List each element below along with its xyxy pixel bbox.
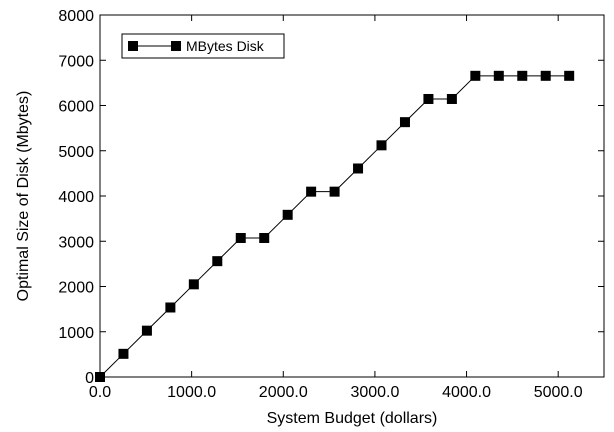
x-axis-label: System Budget (dollars) (267, 410, 438, 427)
data-point-marker (95, 372, 105, 382)
data-point-marker (399, 117, 410, 128)
series-line (99, 75, 570, 378)
y-tick-label: 1000 (58, 325, 94, 342)
data-point-marker (259, 232, 270, 243)
data-point-marker (423, 93, 434, 104)
series-layer (95, 70, 575, 382)
y-axis-label: Optimal Size of Disk (Mbytes) (15, 91, 32, 302)
data-point-marker (540, 70, 551, 81)
legend: MBytes Disk (121, 33, 285, 59)
data-point-marker (212, 256, 223, 267)
legend-marker-left (128, 41, 138, 51)
y-tick-label: 3000 (58, 234, 94, 251)
data-point-marker (564, 70, 575, 81)
plot-frame (99, 14, 605, 378)
data-point-marker (376, 140, 387, 151)
data-point-marker (306, 186, 317, 197)
axis-ticks: 0.0 1000.0 2000.0 3000.0 4000.0 5000.0 0 1000 20… (58, 8, 604, 401)
y-tick-label: 5000 (58, 144, 94, 161)
y-tick-label: 0 (85, 370, 94, 387)
data-point-marker (141, 325, 152, 336)
legend-label: MBytes Disk (186, 38, 265, 54)
y-tick-label: 6000 (58, 99, 94, 116)
data-point-marker (493, 70, 504, 81)
y-tick-label: 7000 (58, 53, 94, 70)
x-tick-label: 2000.0 (259, 384, 308, 401)
y-tick-label: 2000 (58, 280, 94, 297)
data-point-marker (446, 93, 457, 104)
data-point-marker (470, 70, 481, 81)
x-tick-label: 0.0 (89, 384, 111, 401)
y-tick-label: 4000 (58, 189, 94, 206)
data-point-marker (165, 302, 176, 313)
data-point-marker (353, 163, 364, 174)
data-point-marker (235, 232, 246, 243)
x-tick-label: 1000.0 (167, 384, 216, 401)
legend-marker-right (171, 41, 181, 51)
data-point-marker (282, 209, 293, 220)
x-tick-label: 3000.0 (350, 384, 399, 401)
x-tick-label: 5000.0 (534, 384, 583, 401)
y-tick-label: 8000 (58, 8, 94, 25)
data-point-marker (329, 186, 340, 197)
data-point-marker (517, 70, 528, 81)
data-point-marker (188, 279, 199, 290)
data-point-marker (118, 348, 129, 359)
x-tick-label: 4000.0 (442, 384, 491, 401)
